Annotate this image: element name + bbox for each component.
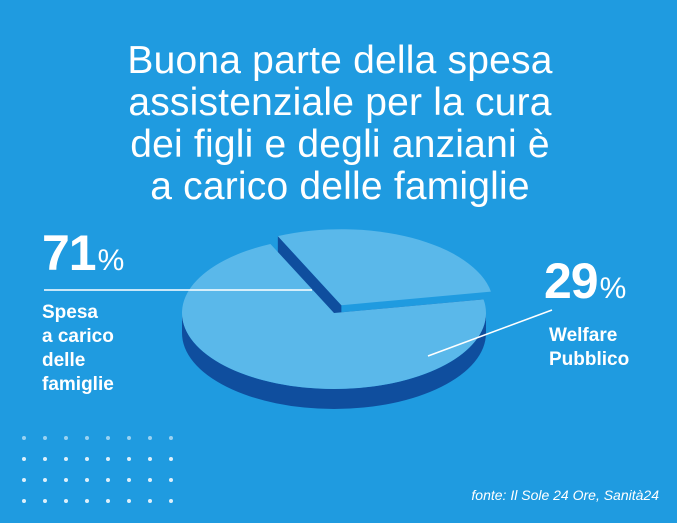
decorative-dot (64, 457, 68, 461)
title-line-4: a carico delle famiglie (150, 165, 530, 208)
slice-famiglie-unit: % (97, 244, 125, 277)
decorative-dot (85, 457, 89, 461)
decorative-dot (64, 478, 68, 482)
decorative-dot (127, 457, 131, 461)
decorative-dot (148, 457, 152, 461)
slice-famiglie-value: 71% (42, 228, 124, 278)
decorative-dot (127, 436, 131, 440)
decorative-dot (43, 499, 47, 503)
decorative-dot (22, 457, 26, 461)
pie-slice-0-side (182, 313, 486, 409)
pie-slice-1-wall (277, 236, 342, 326)
title-line-2: assistenziale per la cura (128, 81, 552, 124)
decorative-dot (148, 478, 152, 482)
slice-famiglie-label: Spesa a carico delle famiglie (42, 301, 114, 397)
pie-slice-0-top (181, 243, 486, 390)
leader-line-welfare (427, 309, 553, 357)
decorative-dot (169, 457, 173, 461)
decorative-dot (85, 499, 89, 503)
source-note: fonte: Il Sole 24 Ore, Sanità24 (471, 487, 659, 503)
decorative-dot (169, 499, 173, 503)
slice-welfare-label-line-1: Welfare (549, 325, 618, 346)
slice-famiglie-label-line-4: famiglie (42, 374, 114, 395)
decorative-dot (106, 436, 110, 440)
decorative-dot (148, 436, 152, 440)
slice-welfare-value: 29% (544, 256, 626, 306)
decorative-dot (43, 478, 47, 482)
decorative-dot (127, 478, 131, 482)
slice-welfare-unit: % (599, 272, 627, 305)
slice-famiglie-label-line-2: a carico (42, 326, 114, 347)
decorative-dot (106, 499, 110, 503)
pie-slice-1-top (277, 229, 491, 306)
decorative-dot (85, 436, 89, 440)
decorative-dots (22, 436, 173, 503)
decorative-dot (22, 478, 26, 482)
decorative-dot (43, 457, 47, 461)
decorative-dot (22, 436, 26, 440)
decorative-dot (106, 457, 110, 461)
title-line-1: Buona parte della spesa (127, 39, 553, 82)
decorative-dot (43, 436, 47, 440)
decorative-dot (64, 436, 68, 440)
decorative-dot (127, 499, 131, 503)
decorative-dot (85, 478, 89, 482)
chart-title: Buona parte della spesa assistenziale pe… (60, 40, 620, 208)
slice-welfare-label: Welfare Pubblico (549, 324, 629, 372)
slice-famiglie-label-line-1: Spesa (42, 302, 98, 323)
slice-famiglie-number: 71 (42, 225, 97, 281)
decorative-dot (64, 499, 68, 503)
decorative-dot (169, 436, 173, 440)
slice-welfare-label-line-2: Pubblico (549, 349, 630, 370)
title-line-3: dei figli e degli anziani è (130, 123, 550, 166)
decorative-dot (148, 499, 152, 503)
decorative-dot (22, 499, 26, 503)
slice-welfare-number: 29 (544, 253, 599, 309)
slice-famiglie-label-line-3: delle (42, 350, 86, 371)
decorative-dot (106, 478, 110, 482)
decorative-dot (169, 478, 173, 482)
